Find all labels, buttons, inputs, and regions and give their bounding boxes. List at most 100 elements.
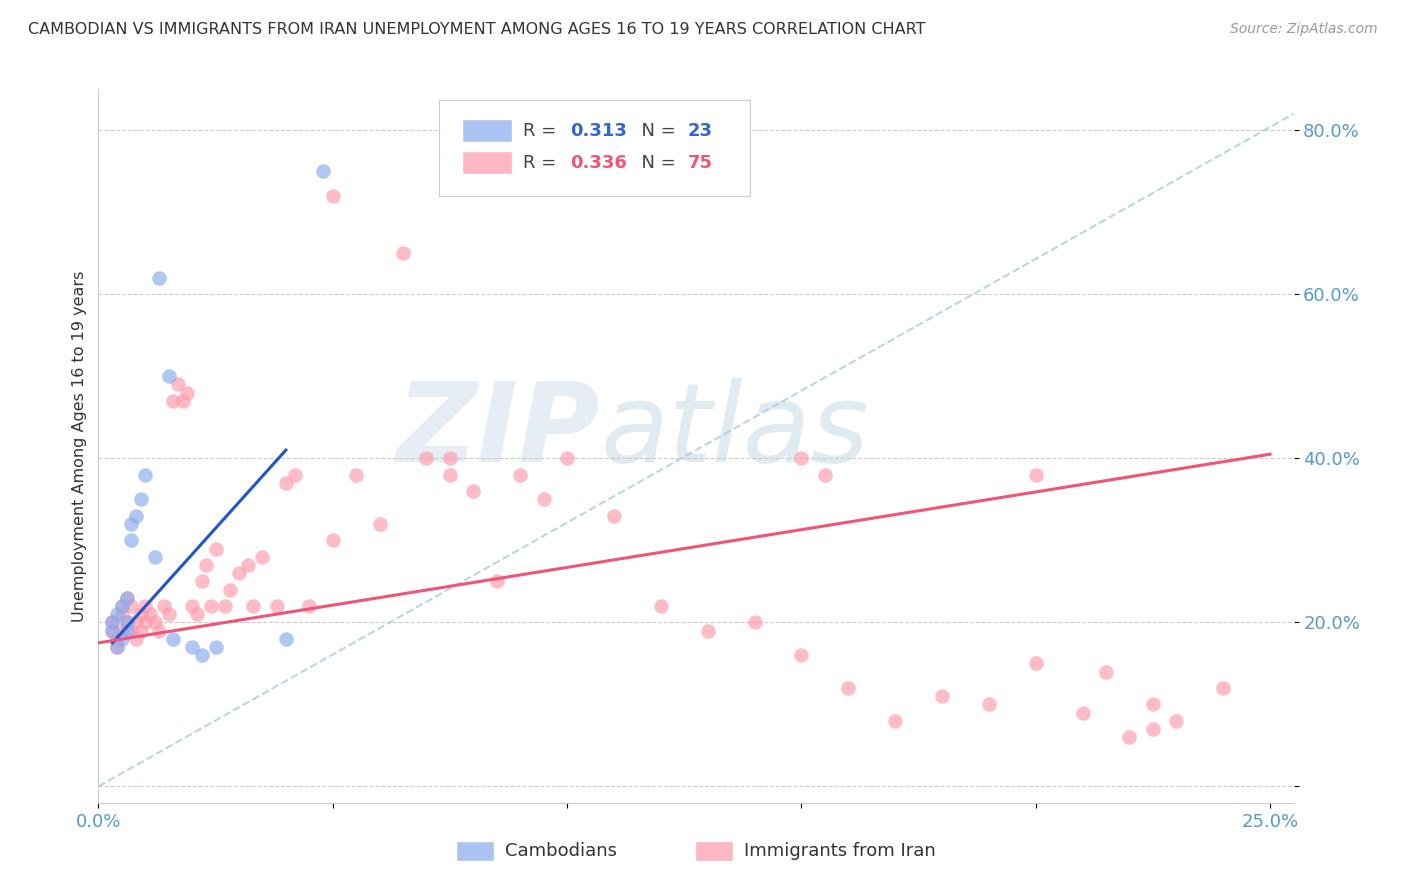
Point xyxy=(322,189,344,203)
Point xyxy=(242,599,264,613)
Point xyxy=(1071,706,1094,720)
Point xyxy=(157,369,180,384)
Point xyxy=(1212,681,1234,695)
Point xyxy=(1142,698,1164,712)
Point xyxy=(111,607,134,622)
Point xyxy=(284,467,307,482)
Point xyxy=(105,607,128,622)
Point xyxy=(1142,722,1164,736)
Point xyxy=(463,484,485,499)
FancyBboxPatch shape xyxy=(457,842,492,860)
Text: ZIP: ZIP xyxy=(396,378,600,485)
Point xyxy=(115,615,138,630)
Text: Immigrants from Iran: Immigrants from Iran xyxy=(744,842,935,860)
Point xyxy=(157,607,180,622)
Point xyxy=(392,246,415,260)
Point xyxy=(148,270,170,285)
Text: Cambodians: Cambodians xyxy=(505,842,617,860)
Point xyxy=(125,615,148,630)
FancyBboxPatch shape xyxy=(696,842,733,860)
Point xyxy=(111,599,134,613)
Point xyxy=(101,615,124,630)
Point xyxy=(120,599,142,613)
Text: R =: R = xyxy=(523,153,561,171)
Point xyxy=(111,632,134,646)
Text: 75: 75 xyxy=(688,153,713,171)
Point xyxy=(214,599,236,613)
Point xyxy=(148,624,170,638)
Point xyxy=(115,591,138,605)
Point xyxy=(129,492,152,507)
Point xyxy=(120,624,142,638)
Point xyxy=(153,599,176,613)
Point xyxy=(162,393,184,408)
Point xyxy=(603,508,626,523)
Point xyxy=(266,599,288,613)
Point xyxy=(181,640,204,654)
Point xyxy=(101,615,124,630)
Point xyxy=(814,467,837,482)
Point xyxy=(344,467,367,482)
Point xyxy=(200,599,222,613)
Point xyxy=(650,599,672,613)
Point xyxy=(439,467,461,482)
Point xyxy=(101,624,124,638)
FancyBboxPatch shape xyxy=(463,120,510,141)
Point xyxy=(190,574,212,589)
Point xyxy=(129,607,152,622)
Point xyxy=(134,615,156,630)
Point xyxy=(120,516,142,531)
Point xyxy=(274,632,297,646)
Point xyxy=(368,516,391,531)
Point xyxy=(139,607,162,622)
Point xyxy=(415,451,437,466)
Point xyxy=(134,467,156,482)
Point xyxy=(322,533,344,548)
Point xyxy=(105,632,128,646)
Point xyxy=(204,640,226,654)
Point xyxy=(111,624,134,638)
Point xyxy=(509,467,531,482)
Point xyxy=(120,533,142,548)
Point xyxy=(1025,467,1047,482)
Y-axis label: Unemployment Among Ages 16 to 19 years: Unemployment Among Ages 16 to 19 years xyxy=(72,270,87,622)
Point xyxy=(162,632,184,646)
Point xyxy=(533,492,555,507)
Point xyxy=(1166,714,1188,728)
Point xyxy=(439,451,461,466)
Point xyxy=(837,681,859,695)
Text: 0.313: 0.313 xyxy=(571,121,627,139)
Point xyxy=(298,599,321,613)
Text: CAMBODIAN VS IMMIGRANTS FROM IRAN UNEMPLOYMENT AMONG AGES 16 TO 19 YEARS CORRELA: CAMBODIAN VS IMMIGRANTS FROM IRAN UNEMPL… xyxy=(28,22,925,37)
Point xyxy=(167,377,190,392)
Text: 0.336: 0.336 xyxy=(571,153,627,171)
Point xyxy=(181,599,204,613)
Point xyxy=(115,624,138,638)
Point xyxy=(977,698,1000,712)
Text: N =: N = xyxy=(630,153,682,171)
Point xyxy=(204,541,226,556)
Point xyxy=(134,599,156,613)
Point xyxy=(238,558,260,572)
Text: atlas: atlas xyxy=(600,378,869,485)
Point xyxy=(101,624,124,638)
Text: 23: 23 xyxy=(688,121,713,139)
FancyBboxPatch shape xyxy=(463,152,510,173)
Point xyxy=(129,624,152,638)
Point xyxy=(143,615,166,630)
Point xyxy=(1025,657,1047,671)
Point xyxy=(931,689,953,703)
Point xyxy=(1095,665,1118,679)
Point xyxy=(228,566,250,581)
Point xyxy=(884,714,907,728)
Point xyxy=(744,615,766,630)
Point xyxy=(252,549,274,564)
Point xyxy=(485,574,508,589)
Point xyxy=(105,640,128,654)
FancyBboxPatch shape xyxy=(439,100,749,196)
Point xyxy=(125,508,148,523)
Point xyxy=(115,591,138,605)
Point xyxy=(186,607,208,622)
Point xyxy=(218,582,240,597)
Point xyxy=(696,624,718,638)
